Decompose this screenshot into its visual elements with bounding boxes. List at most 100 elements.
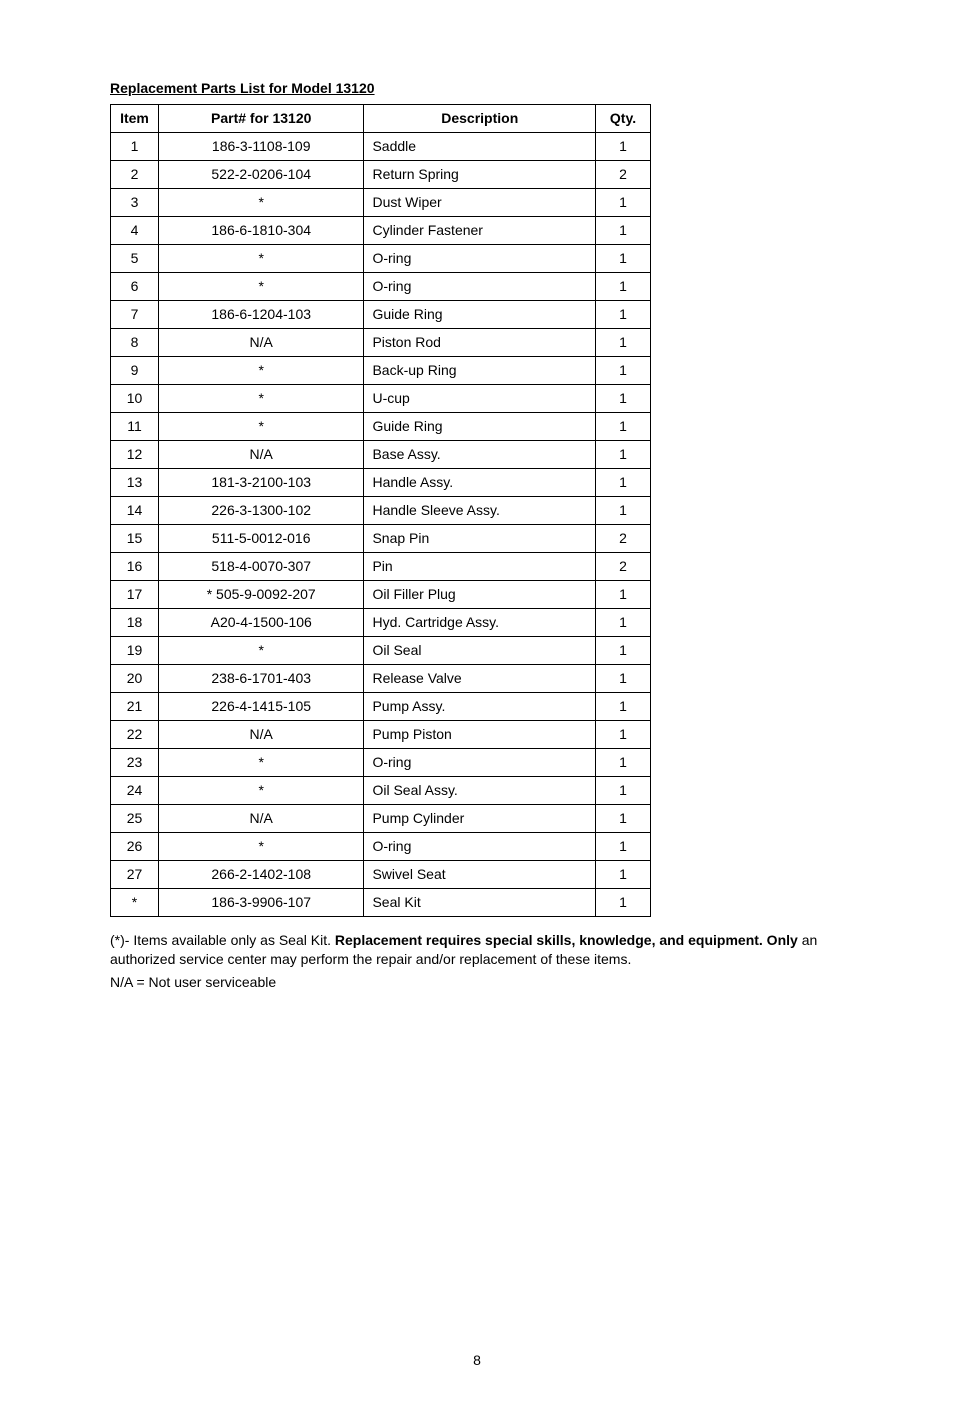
- cell-description: Oil Seal Assy.: [364, 777, 596, 805]
- cell-description: Oil Filler Plug: [364, 581, 596, 609]
- cell-part: *: [158, 637, 364, 665]
- cell-part: 186-3-1108-109: [158, 133, 364, 161]
- cell-description: Release Valve: [364, 665, 596, 693]
- cell-qty: 1: [596, 861, 651, 889]
- header-item: Item: [111, 105, 159, 133]
- cell-part: *: [158, 777, 364, 805]
- footnote-na: N/A = Not user serviceable: [110, 973, 844, 992]
- table-row: 10*U-cup1: [111, 385, 651, 413]
- table-row: 7186-6-1204-103Guide Ring1: [111, 301, 651, 329]
- cell-qty: 1: [596, 189, 651, 217]
- cell-part: A20-4-1500-106: [158, 609, 364, 637]
- cell-part: 522-2-0206-104: [158, 161, 364, 189]
- cell-qty: 1: [596, 721, 651, 749]
- cell-description: Base Assy.: [364, 441, 596, 469]
- table-row: 15511-5-0012-016Snap Pin2: [111, 525, 651, 553]
- table-row: 17* 505-9-0092-207Oil Filler Plug1: [111, 581, 651, 609]
- cell-qty: 1: [596, 133, 651, 161]
- cell-qty: 1: [596, 777, 651, 805]
- cell-description: Return Spring: [364, 161, 596, 189]
- cell-description: Handle Assy.: [364, 469, 596, 497]
- table-row: 3*Dust Wiper1: [111, 189, 651, 217]
- cell-qty: 1: [596, 413, 651, 441]
- cell-part: N/A: [158, 329, 364, 357]
- cell-item: 6: [111, 273, 159, 301]
- cell-description: Back-up Ring: [364, 357, 596, 385]
- cell-part: *: [158, 357, 364, 385]
- cell-qty: 1: [596, 245, 651, 273]
- cell-item: 27: [111, 861, 159, 889]
- cell-part: N/A: [158, 721, 364, 749]
- cell-item: 17: [111, 581, 159, 609]
- cell-description: Saddle: [364, 133, 596, 161]
- table-row: 27266-2-1402-108Swivel Seat1: [111, 861, 651, 889]
- cell-item: 24: [111, 777, 159, 805]
- table-row: 13181-3-2100-103Handle Assy.1: [111, 469, 651, 497]
- cell-item: 13: [111, 469, 159, 497]
- cell-part: 226-3-1300-102: [158, 497, 364, 525]
- cell-description: Pin: [364, 553, 596, 581]
- table-row: 6*O-ring1: [111, 273, 651, 301]
- cell-description: Dust Wiper: [364, 189, 596, 217]
- cell-qty: 1: [596, 497, 651, 525]
- cell-item: 5: [111, 245, 159, 273]
- cell-description: Handle Sleeve Assy.: [364, 497, 596, 525]
- cell-item: 18: [111, 609, 159, 637]
- cell-item: 22: [111, 721, 159, 749]
- cell-part: 511-5-0012-016: [158, 525, 364, 553]
- cell-item: 19: [111, 637, 159, 665]
- cell-description: Hyd. Cartridge Assy.: [364, 609, 596, 637]
- cell-item: 9: [111, 357, 159, 385]
- cell-description: Oil Seal: [364, 637, 596, 665]
- cell-part: *: [158, 749, 364, 777]
- cell-part: *: [158, 833, 364, 861]
- cell-item: 10: [111, 385, 159, 413]
- cell-qty: 1: [596, 441, 651, 469]
- table-row: 26*O-ring1: [111, 833, 651, 861]
- cell-item: 25: [111, 805, 159, 833]
- cell-description: O-ring: [364, 273, 596, 301]
- table-row: 24*Oil Seal Assy.1: [111, 777, 651, 805]
- cell-part: *: [158, 245, 364, 273]
- cell-description: Guide Ring: [364, 413, 596, 441]
- cell-description: Pump Cylinder: [364, 805, 596, 833]
- cell-part: 186-3-9906-107: [158, 889, 364, 917]
- header-description: Description: [364, 105, 596, 133]
- cell-description: O-ring: [364, 245, 596, 273]
- cell-item: 16: [111, 553, 159, 581]
- page-number: 8: [110, 1352, 844, 1368]
- cell-qty: 1: [596, 385, 651, 413]
- table-row: 16518-4-0070-307Pin2: [111, 553, 651, 581]
- table-row: 20238-6-1701-403Release Valve1: [111, 665, 651, 693]
- cell-description: Seal Kit: [364, 889, 596, 917]
- cell-description: Guide Ring: [364, 301, 596, 329]
- cell-qty: 1: [596, 273, 651, 301]
- table-row: 14226-3-1300-102Handle Sleeve Assy.1: [111, 497, 651, 525]
- cell-part: 226-4-1415-105: [158, 693, 364, 721]
- cell-qty: 1: [596, 581, 651, 609]
- cell-qty: 1: [596, 301, 651, 329]
- table-row: 11*Guide Ring1: [111, 413, 651, 441]
- table-row: *186-3-9906-107Seal Kit1: [111, 889, 651, 917]
- cell-part: 266-2-1402-108: [158, 861, 364, 889]
- cell-description: Swivel Seat: [364, 861, 596, 889]
- table-row: 1186-3-1108-109Saddle1: [111, 133, 651, 161]
- cell-qty: 1: [596, 805, 651, 833]
- footnote-bold: Replacement requires special skills, kno…: [335, 932, 798, 948]
- cell-item: 3: [111, 189, 159, 217]
- cell-part: *: [158, 273, 364, 301]
- cell-description: Pump Assy.: [364, 693, 596, 721]
- cell-part: 186-6-1204-103: [158, 301, 364, 329]
- table-header-row: Item Part# for 13120 Description Qty.: [111, 105, 651, 133]
- cell-qty: 1: [596, 609, 651, 637]
- cell-item: 11: [111, 413, 159, 441]
- cell-qty: 1: [596, 749, 651, 777]
- header-part: Part# for 13120: [158, 105, 364, 133]
- cell-item: 14: [111, 497, 159, 525]
- cell-description: Snap Pin: [364, 525, 596, 553]
- table-row: 22N/APump Piston1: [111, 721, 651, 749]
- cell-item: 1: [111, 133, 159, 161]
- cell-part: 518-4-0070-307: [158, 553, 364, 581]
- cell-item: 7: [111, 301, 159, 329]
- table-row: 8N/APiston Rod1: [111, 329, 651, 357]
